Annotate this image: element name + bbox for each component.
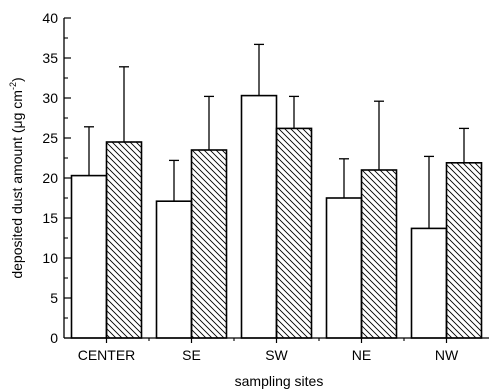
y-tick-label: 25 (42, 130, 58, 146)
y-axis-label-unit: g cm (9, 90, 25, 120)
y-axis-label-mu: μ (9, 120, 25, 128)
bar-se-plain (155, 200, 193, 339)
y-tick-label: 5 (50, 290, 58, 306)
y-tick-label: 40 (42, 10, 58, 26)
y-tick-label: 0 (50, 330, 58, 346)
bar-ne-hatched (360, 169, 398, 339)
bar-sw-plain (240, 94, 278, 339)
bar-nw-hatched (445, 162, 483, 339)
bar-center-plain (70, 174, 108, 339)
x-tick-label-center: CENTER (78, 347, 136, 363)
y-axis-label-exponent: -2 (8, 82, 18, 90)
x-tick-label-sw: SW (265, 347, 288, 363)
x-axis-label: sampling sites (235, 373, 324, 389)
y-tick-label: 20 (42, 170, 58, 186)
y-tick-label: 15 (42, 210, 58, 226)
x-tick-label-ne: NE (352, 347, 371, 363)
y-axis-label: deposited dust amount (μg cm-2) (8, 77, 25, 278)
bar-nw-plain (410, 227, 448, 339)
bar-ne-plain (325, 197, 363, 339)
bar-sw-hatched (275, 127, 313, 339)
bar-center-hatched (105, 141, 143, 339)
x-tick-label-se: SE (182, 347, 201, 363)
y-axis-label-prefix: deposited dust amount ( (9, 128, 25, 279)
x-tick-label-nw: NW (435, 347, 459, 363)
bar-se-hatched (190, 149, 228, 339)
y-tick-label: 10 (42, 250, 58, 266)
y-tick-label: 35 (42, 50, 58, 66)
y-axis-label-suffix: ) (9, 77, 25, 82)
y-tick-label: 30 (42, 90, 58, 106)
